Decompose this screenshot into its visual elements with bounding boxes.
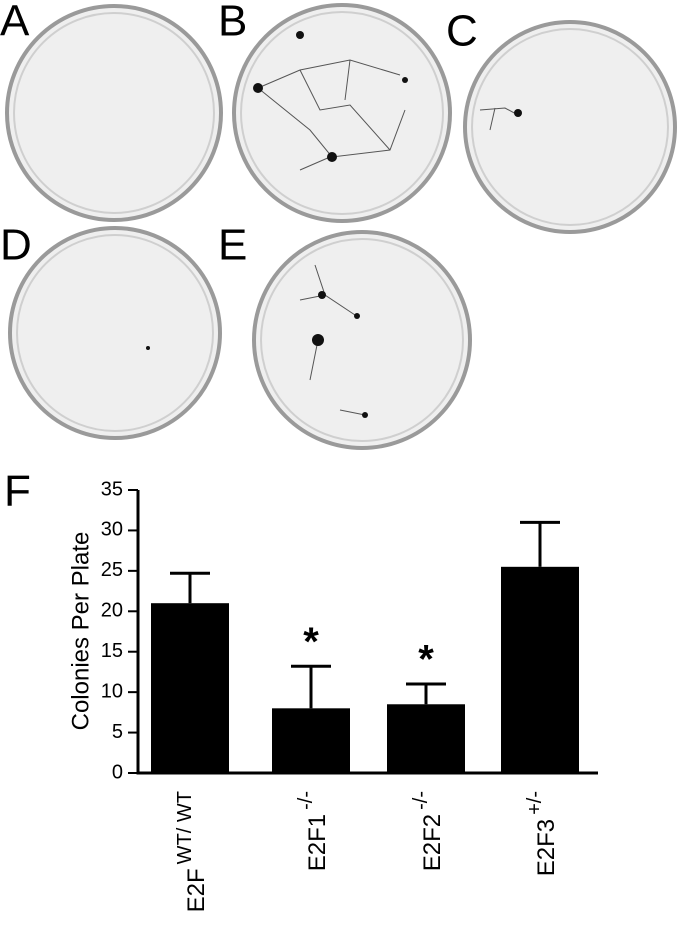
plate-e: [252, 230, 472, 450]
y-tick-label: 35: [101, 478, 123, 500]
bar: [501, 566, 579, 773]
colony: [514, 109, 522, 117]
y-tick-label: 5: [112, 721, 123, 743]
y-tick-label: 25: [101, 559, 123, 581]
panel-label: D: [0, 221, 32, 270]
plate-b: [232, 3, 452, 223]
significance-mark: *: [303, 620, 319, 664]
colony: [312, 334, 324, 346]
colony: [253, 83, 263, 93]
bar: [272, 708, 350, 773]
category-name: E2F1: [304, 814, 331, 871]
colony: [146, 346, 150, 350]
panel-label: E: [218, 221, 247, 270]
significance-mark: *: [418, 638, 434, 682]
y-tick-label: 10: [101, 680, 123, 702]
colony: [327, 152, 337, 162]
category-superscript: -/-: [295, 791, 317, 810]
x-tick-label: E2F2 -/-: [410, 791, 446, 871]
bar: [387, 704, 465, 773]
category-superscript: WT/ WT: [174, 791, 196, 864]
plate-d: [8, 226, 222, 440]
panel-label: B: [218, 0, 247, 46]
category-name: E2F2: [419, 814, 446, 871]
bar: [151, 603, 229, 773]
plate-a: [5, 4, 223, 222]
x-tick-label: E2F3 +/-: [524, 791, 560, 876]
y-axis-label: Colonies Per Plate: [67, 532, 94, 731]
plate-rim: [240, 11, 444, 215]
colony: [402, 77, 408, 83]
colony: [354, 313, 360, 319]
y-tick-label: 20: [101, 600, 123, 622]
category-superscript: -/-: [410, 791, 432, 810]
colony-network: [479, 107, 519, 131]
y-tick-label: 0: [112, 761, 123, 783]
plate-rim: [471, 28, 669, 226]
colony: [318, 291, 326, 299]
plates: [5, 3, 677, 450]
category-name: E2F: [183, 868, 210, 912]
plate-rim: [13, 12, 215, 214]
x-tick-label: E2F1 -/-: [295, 791, 331, 871]
plate-rim: [16, 234, 214, 432]
category-superscript: +/-: [524, 791, 546, 815]
category-name: E2F3: [533, 819, 560, 876]
panel-label: F: [4, 467, 31, 516]
y-tick-label: 30: [101, 519, 123, 541]
plate-rim: [260, 238, 464, 442]
colony: [362, 412, 368, 418]
y-tick-label: 15: [101, 640, 123, 662]
colony: [296, 31, 304, 39]
panel-label: C: [446, 7, 478, 56]
panel-label: A: [0, 0, 30, 46]
x-tick-label: E2F WT/ WT: [174, 791, 210, 912]
plate-c: [463, 20, 677, 234]
